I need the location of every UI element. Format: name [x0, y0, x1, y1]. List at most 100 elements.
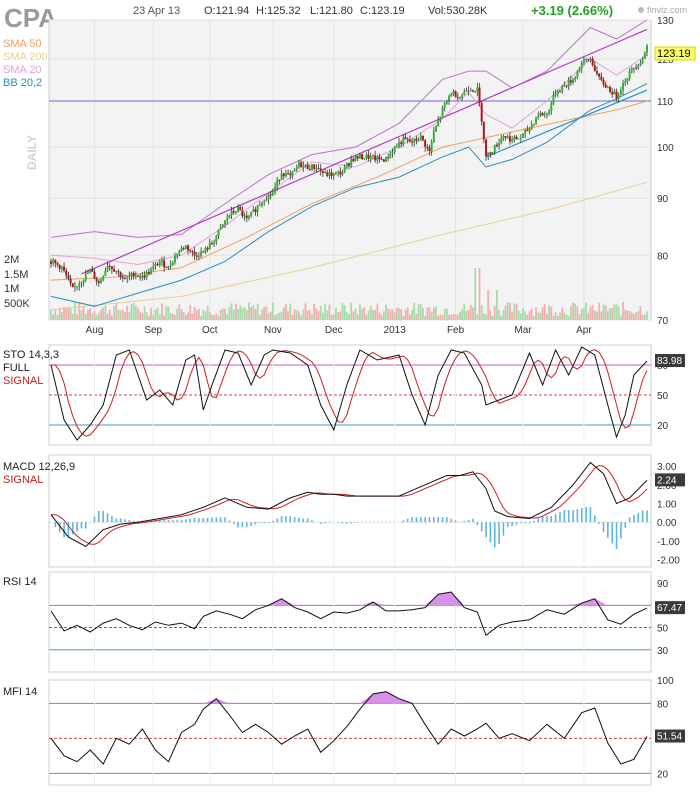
- candle-body: [217, 229, 220, 236]
- candle-body: [615, 91, 618, 99]
- volume-bar: [287, 311, 289, 320]
- macd-histogram-bar: [441, 517, 444, 523]
- last-price-label: 123.19: [657, 48, 691, 60]
- candle-body: [254, 209, 257, 212]
- volume-bar: [428, 307, 431, 320]
- macd-histogram-bar: [206, 517, 209, 523]
- candle-body: [274, 187, 277, 193]
- candle-body: [558, 91, 561, 93]
- volume-bar: [187, 312, 189, 320]
- volume-bar: [604, 305, 607, 320]
- macd-histogram-bar: [624, 522, 627, 528]
- candle-body: [456, 97, 459, 99]
- candle-body: [69, 278, 72, 284]
- legend-sma20: SMA 20: [3, 64, 42, 76]
- volume-bar: [576, 306, 579, 320]
- candle-body: [491, 152, 494, 154]
- volume-bar: [191, 313, 194, 320]
- volume-bar: [417, 304, 420, 320]
- volume-bar: [97, 312, 100, 320]
- candle-body: [532, 123, 535, 125]
- volume-bar: [165, 306, 168, 320]
- volume-bar: [448, 314, 450, 320]
- candle-body: [97, 281, 100, 284]
- volume-bar: [422, 308, 424, 320]
- candle-body: [563, 85, 566, 87]
- indicator-ytick-label: -2.00: [657, 556, 680, 567]
- volume-bar: [561, 307, 564, 320]
- macd-histogram-bar: [163, 520, 165, 523]
- volume-bar: [430, 311, 433, 320]
- indicator-ytick-label: 50: [657, 624, 669, 635]
- volume-bar: [280, 311, 283, 320]
- candle-body: [108, 266, 111, 268]
- volume-bar: [143, 306, 146, 320]
- candle-body: [554, 94, 557, 96]
- candle-body: [395, 146, 398, 148]
- candle-body: [413, 138, 416, 143]
- candle-body: [110, 266, 113, 270]
- macd-histogram-bar: [567, 510, 570, 523]
- candle-body: [458, 97, 461, 99]
- candle-body: [485, 139, 488, 156]
- candle-body: [530, 124, 533, 129]
- overbought-fill: [564, 603, 582, 606]
- candle-body: [230, 210, 233, 216]
- volume-bar: [387, 308, 390, 320]
- mfi-main-line: [50, 691, 648, 765]
- volume-bar: [478, 268, 481, 320]
- indicator-last-value: 67.47: [657, 603, 682, 614]
- volume-bar: [63, 306, 65, 320]
- candle-body: [173, 255, 176, 263]
- candle-body: [160, 260, 163, 262]
- volume-tick-label: 1M: [4, 283, 19, 295]
- candle-body: [430, 142, 433, 152]
- volume-bar: [615, 304, 618, 320]
- candle-body: [60, 266, 63, 269]
- volume-bar: [550, 306, 553, 320]
- legend-bb: BB 20,2: [3, 77, 42, 89]
- volume-bar: [211, 314, 213, 320]
- macd-histogram-bar: [354, 522, 357, 523]
- macd-histogram-bar: [306, 518, 309, 523]
- candle-body: [537, 115, 540, 118]
- candle-body: [86, 272, 89, 274]
- volume-bar: [432, 307, 435, 320]
- volume-bar: [278, 312, 281, 320]
- macd-histogram-bar: [311, 520, 313, 523]
- volume-bar: [480, 305, 483, 320]
- candle-body: [269, 194, 272, 196]
- candle-body: [428, 147, 431, 152]
- volume-bar: [317, 311, 320, 320]
- macd-histogram-bar: [411, 517, 413, 523]
- macd-histogram-bar: [185, 519, 187, 523]
- volume-bar: [93, 311, 96, 320]
- volume-bar: [541, 307, 544, 320]
- candle-body: [632, 67, 635, 69]
- ticker-symbol[interactable]: CPA: [4, 3, 57, 33]
- macd-histogram-bar: [324, 522, 326, 524]
- volume-bar: [87, 309, 89, 320]
- candle-body: [545, 113, 548, 115]
- candle-body: [100, 279, 103, 284]
- macd-histogram-bar: [211, 517, 213, 523]
- candle-body: [215, 235, 218, 242]
- candle-body: [454, 91, 457, 98]
- volume-bar: [300, 315, 303, 320]
- macd-histogram-bar: [633, 514, 635, 523]
- volume-bar: [524, 311, 527, 320]
- candle-body: [476, 87, 479, 92]
- volume-bar: [174, 314, 176, 320]
- candle-body: [189, 250, 192, 252]
- finviz-logo[interactable]: finviz.com: [638, 5, 687, 15]
- candle-body: [91, 269, 94, 272]
- candle-body: [604, 84, 607, 88]
- volume-bar: [206, 305, 209, 320]
- volume-bar: [332, 314, 335, 320]
- candle-body: [341, 172, 344, 175]
- candle-body: [280, 173, 283, 180]
- candle-body: [567, 80, 570, 87]
- volume-bar: [493, 305, 496, 320]
- candle-body: [63, 266, 66, 271]
- volume-bar: [559, 312, 561, 320]
